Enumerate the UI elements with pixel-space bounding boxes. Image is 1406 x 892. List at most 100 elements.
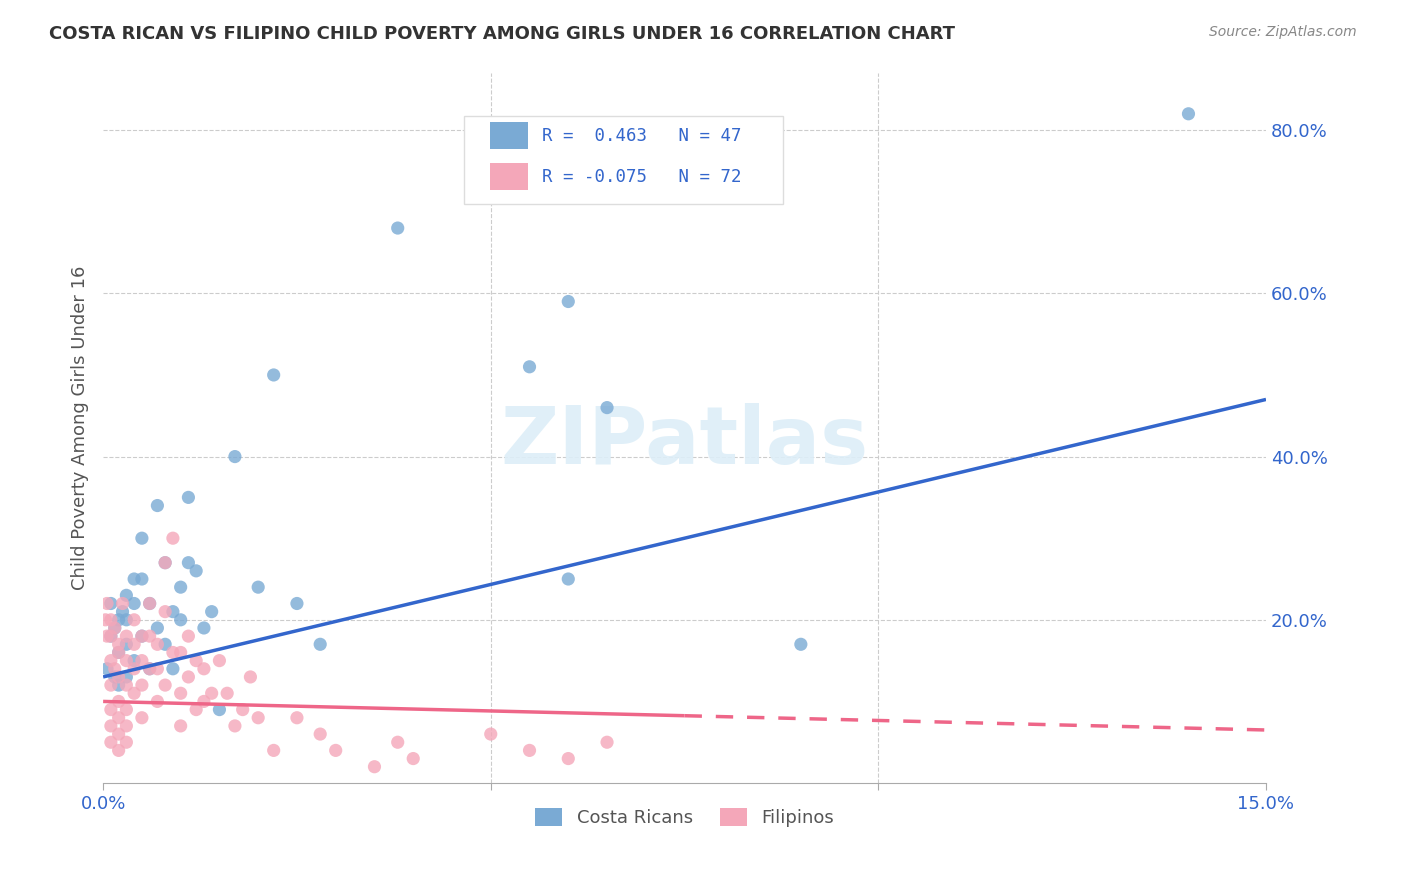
- Point: [100, 654, 122, 668]
- Point: [122, 597, 145, 611]
- Point: [224, 719, 246, 733]
- Point: [325, 743, 347, 757]
- Point: [186, 703, 208, 717]
- Text: COSTA RICAN VS FILIPINO CHILD POVERTY AMONG GIRLS UNDER 16 CORRELATION CHART: COSTA RICAN VS FILIPINO CHILD POVERTY AM…: [49, 25, 955, 43]
- Point: [100, 703, 122, 717]
- Text: R =  0.463   N = 47: R = 0.463 N = 47: [541, 127, 741, 145]
- Point: [186, 654, 208, 668]
- Point: [100, 613, 122, 627]
- Point: [122, 654, 145, 668]
- Point: [104, 670, 127, 684]
- Point: [285, 597, 308, 611]
- Point: [122, 613, 145, 627]
- Point: [122, 686, 145, 700]
- Point: [193, 694, 215, 708]
- Point: [100, 678, 122, 692]
- Point: [596, 735, 619, 749]
- Text: ZIPatlas: ZIPatlas: [501, 403, 869, 481]
- Point: [557, 294, 579, 309]
- Point: [596, 401, 619, 415]
- Point: [115, 613, 138, 627]
- Point: [232, 703, 254, 717]
- Point: [208, 703, 231, 717]
- Point: [208, 654, 231, 668]
- Point: [115, 719, 138, 733]
- Point: [247, 580, 270, 594]
- Point: [115, 588, 138, 602]
- Point: [285, 711, 308, 725]
- Point: [146, 637, 169, 651]
- Point: [122, 662, 145, 676]
- Point: [96, 597, 118, 611]
- Point: [557, 572, 579, 586]
- Point: [177, 629, 200, 643]
- Point: [186, 564, 208, 578]
- Point: [169, 686, 191, 700]
- Point: [131, 678, 153, 692]
- Text: R = -0.075   N = 72: R = -0.075 N = 72: [541, 168, 741, 186]
- Point: [162, 662, 184, 676]
- Point: [104, 621, 127, 635]
- Point: [115, 654, 138, 668]
- Point: [107, 613, 129, 627]
- Point: [115, 678, 138, 692]
- Point: [115, 629, 138, 643]
- Point: [131, 629, 153, 643]
- Point: [224, 450, 246, 464]
- Point: [131, 711, 153, 725]
- Point: [169, 580, 191, 594]
- Point: [153, 556, 176, 570]
- Point: [138, 629, 160, 643]
- Point: [387, 221, 409, 235]
- Point: [479, 727, 502, 741]
- Point: [131, 654, 153, 668]
- Point: [201, 605, 224, 619]
- Point: [363, 760, 385, 774]
- Point: [107, 694, 129, 708]
- Y-axis label: Child Poverty Among Girls Under 16: Child Poverty Among Girls Under 16: [72, 266, 89, 591]
- Point: [146, 499, 169, 513]
- FancyBboxPatch shape: [464, 116, 783, 204]
- Point: [309, 727, 332, 741]
- Point: [107, 711, 129, 725]
- Point: [217, 686, 239, 700]
- Point: [107, 645, 129, 659]
- Point: [100, 597, 122, 611]
- Point: [169, 645, 191, 659]
- Point: [96, 629, 118, 643]
- Point: [115, 637, 138, 651]
- Point: [104, 621, 127, 635]
- Point: [153, 637, 176, 651]
- Point: [790, 637, 813, 651]
- Point: [100, 629, 122, 643]
- Point: [111, 597, 134, 611]
- Point: [402, 751, 425, 765]
- Point: [138, 597, 160, 611]
- Point: [122, 572, 145, 586]
- Point: [146, 621, 169, 635]
- Point: [107, 727, 129, 741]
- Point: [177, 670, 200, 684]
- Point: [100, 735, 122, 749]
- Point: [153, 678, 176, 692]
- Point: [239, 670, 262, 684]
- Point: [519, 359, 541, 374]
- Point: [263, 368, 285, 382]
- FancyBboxPatch shape: [491, 163, 527, 190]
- Point: [146, 662, 169, 676]
- Point: [111, 605, 134, 619]
- Point: [138, 597, 160, 611]
- Point: [309, 637, 332, 651]
- Point: [100, 719, 122, 733]
- Point: [557, 751, 579, 765]
- Point: [177, 556, 200, 570]
- Point: [107, 670, 129, 684]
- Point: [107, 637, 129, 651]
- Point: [1177, 107, 1199, 121]
- Point: [115, 670, 138, 684]
- Point: [387, 735, 409, 749]
- Point: [100, 629, 122, 643]
- Point: [138, 662, 160, 676]
- Point: [201, 686, 224, 700]
- Point: [131, 629, 153, 643]
